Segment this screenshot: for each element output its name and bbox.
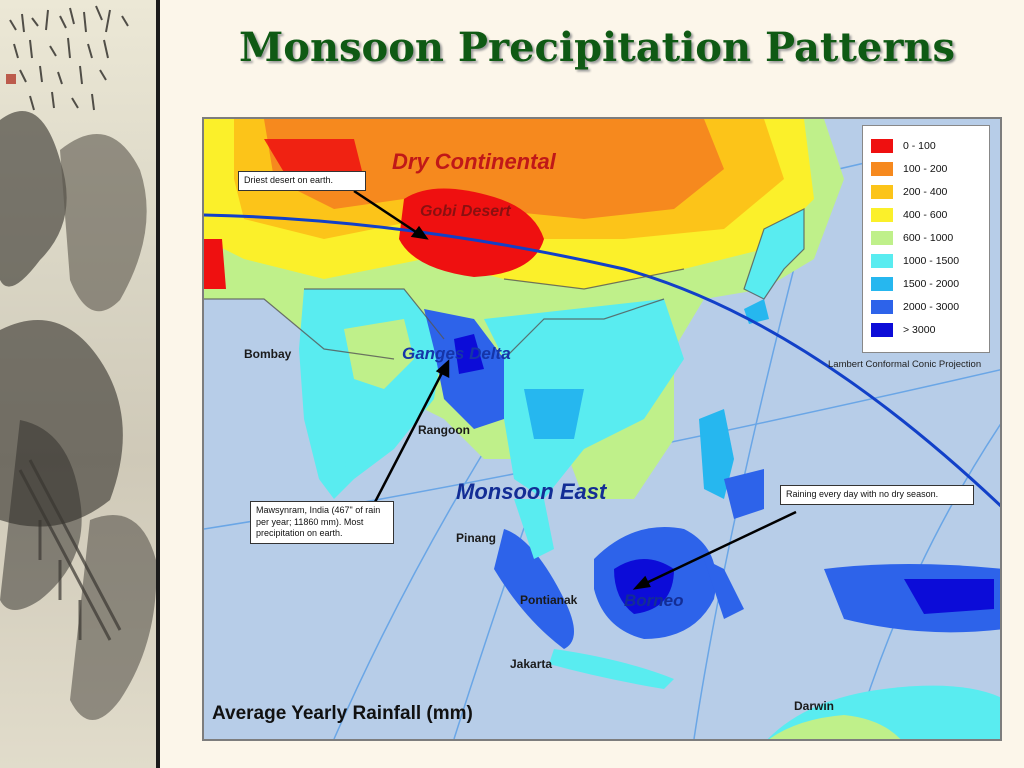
city-darwin: Darwin	[794, 699, 835, 713]
legend-row: 1500 - 2000	[871, 272, 981, 295]
callout-driest-desert: Driest desert on earth.	[238, 171, 366, 191]
projection-note: Lambert Conformal Conic Projection	[828, 359, 982, 370]
map-caption: Average Yearly Rainfall (mm)	[212, 703, 473, 724]
legend-row: 2000 - 3000	[871, 295, 981, 318]
decorative-landscape-painting	[0, 0, 160, 768]
callout-raining-every-day: Raining every day with no dry season.	[780, 485, 974, 505]
legend-swatch	[871, 322, 893, 337]
painting-divider	[156, 0, 160, 768]
legend-label: 1000 - 1500	[903, 254, 960, 267]
legend-label: 600 - 1000	[903, 231, 954, 244]
legend-swatch	[871, 207, 893, 222]
legend-swatch	[871, 230, 893, 245]
legend-label: 0 - 100	[903, 139, 936, 152]
legend-swatch	[871, 161, 893, 176]
city-pinang: Pinang	[456, 531, 497, 545]
legend-swatch	[871, 184, 893, 199]
city-bombay: Bombay	[244, 347, 292, 361]
rainfall-map: Dry Continental Gobi Desert Ganges Delta…	[202, 117, 1002, 741]
label-borneo: Borneo	[624, 591, 684, 610]
legend-row: 200 - 400	[871, 180, 981, 203]
legend-row: 600 - 1000	[871, 226, 981, 249]
map-geography	[204, 119, 1000, 739]
legend-label: 2000 - 3000	[903, 300, 960, 313]
legend-label: 100 - 200	[903, 162, 948, 175]
rainfall-legend: 0 - 100 100 - 200 200 - 400 400 - 600 60…	[862, 125, 990, 353]
slide-title: Monsoon Precipitation Patterns	[239, 24, 955, 71]
label-gobi-desert: Gobi Desert	[420, 203, 511, 220]
legend-row: 400 - 600	[871, 203, 981, 226]
city-jakarta: Jakarta	[510, 657, 553, 671]
legend-swatch	[871, 276, 893, 291]
city-pontianak: Pontianak	[520, 593, 578, 607]
legend-row: 0 - 100	[871, 134, 981, 157]
legend-row: 1000 - 1500	[871, 249, 981, 272]
legend-label: 200 - 400	[903, 185, 948, 198]
label-ganges-delta: Ganges Delta	[402, 344, 511, 363]
legend-label: > 3000	[903, 323, 936, 336]
legend-row: 100 - 200	[871, 157, 981, 180]
city-rangoon: Rangoon	[418, 423, 470, 437]
legend-label: 1500 - 2000	[903, 277, 960, 290]
landscape-art	[0, 5, 157, 720]
legend-swatch	[871, 138, 893, 153]
label-dry-continental: Dry Continental	[392, 149, 556, 174]
legend-swatch	[871, 253, 893, 268]
label-monsoon-east: Monsoon East	[456, 479, 607, 504]
callout-mawsynram: Mawsynram, India (467" of rain per year;…	[250, 501, 394, 545]
legend-label: 400 - 600	[903, 208, 948, 221]
legend-row: > 3000	[871, 318, 981, 341]
legend-swatch	[871, 299, 893, 314]
